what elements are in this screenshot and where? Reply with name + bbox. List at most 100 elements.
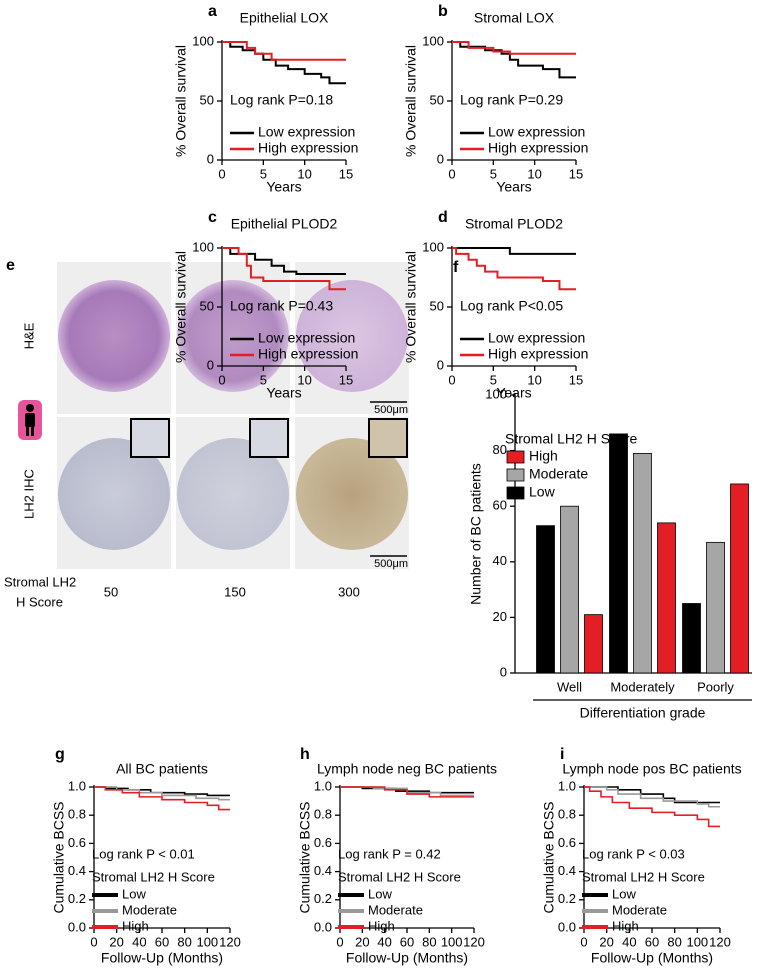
chart-title: Stromal PLOD2 (465, 216, 563, 232)
x-tick-label: 120 (463, 934, 485, 949)
y-tick-label: 0.4 (68, 863, 86, 878)
x-tick-label: 0 (218, 372, 225, 387)
bar (633, 452, 652, 674)
y-tick-label: 1.0 (68, 778, 86, 793)
legend-label: Low (122, 886, 146, 901)
survival-curve (94, 786, 230, 811)
annotation: Log rank P=0.18 (230, 92, 333, 108)
x-tick-label: Moderately (610, 679, 675, 694)
chart-title: Lymph node pos BC patients (562, 761, 741, 777)
y-tick-label: 0.6 (68, 835, 86, 850)
y-tick-label: 40 (493, 553, 507, 568)
x-tick-label: 5 (260, 372, 267, 387)
survival-curve (340, 786, 474, 798)
x-axis-label: Follow-Up (Months) (591, 950, 713, 966)
y-tick-label: 0.6 (558, 835, 576, 850)
survival-curve (584, 786, 720, 804)
x-tick-label: 80 (422, 934, 436, 949)
bar (706, 541, 725, 674)
y-tick-label: 100 (192, 239, 214, 254)
y-axis-label: % Overall survival (173, 45, 189, 157)
x-tick-label: 5 (490, 372, 497, 387)
legend-label: High expression (488, 140, 588, 156)
legend-label: Low (368, 886, 392, 901)
tissue-core (296, 438, 408, 550)
x-tick-label: 20 (109, 934, 123, 949)
row-label: H&E (21, 322, 36, 349)
x-tick-label: 10 (297, 372, 311, 387)
y-tick-label: 50 (200, 92, 214, 107)
survival-curve (452, 41, 576, 79)
inset (249, 418, 289, 458)
score-value: 50 (104, 584, 118, 599)
y-tick-label: 1.0 (558, 778, 576, 793)
y-tick-label: 50 (430, 298, 444, 313)
x-axis-label: Years (266, 179, 301, 195)
annotation: Log rank P<0.05 (460, 298, 563, 314)
panel-e: e 500μm 500μm H&E LH2 IHC Stromal LH2 H … (4, 257, 409, 609)
annotation: Log rank P = 0.42 (338, 846, 441, 861)
person-icon (25, 413, 35, 427)
y-tick-label: 0.6 (314, 835, 332, 850)
x-tick-label: 15 (339, 372, 353, 387)
x-tick-label: 0 (218, 166, 225, 181)
scale-label: 500μm (374, 404, 408, 416)
y-tick-label: 100 (422, 239, 444, 254)
y-axis-label: Cumulative BCSS (297, 801, 313, 913)
legend-label: High expression (258, 140, 358, 156)
survival-curve (584, 786, 720, 828)
y-tick-label: 100 (485, 386, 507, 401)
y-tick-label: 0 (437, 151, 444, 166)
x-tick-label: 100 (441, 934, 463, 949)
x-tick-label: 15 (569, 166, 583, 181)
x-tick-label: 0 (580, 934, 587, 949)
score-value: 300 (338, 584, 360, 599)
y-tick-label: 0.0 (68, 919, 86, 934)
chart-title: Stromal LOX (474, 10, 555, 26)
x-tick-label: 10 (297, 166, 311, 181)
legend-label: High (612, 918, 639, 933)
x-axis-label: Follow-Up (Months) (346, 950, 468, 966)
x-tick-label: 60 (645, 934, 659, 949)
x-tick-label: 0 (448, 372, 455, 387)
legend-label: High expression (488, 346, 588, 362)
legend-label: Low expression (258, 330, 355, 346)
legend-title: Stromal LH2 H Score (505, 431, 637, 447)
y-axis-label: Number of BC patients (468, 463, 484, 605)
legend-label: Moderate (368, 902, 423, 917)
y-tick-label: 0.2 (558, 891, 576, 906)
score-label: Stromal LH2 (4, 574, 76, 589)
annotation: Log rank P < 0.01 (92, 846, 195, 861)
survival-curve (222, 41, 346, 61)
person-icon (26, 426, 29, 436)
bar (609, 433, 628, 674)
x-tick-label: 20 (355, 934, 369, 949)
y-tick-label: 0 (207, 151, 214, 166)
legend-label: Low expression (258, 124, 355, 140)
legend-label: High (529, 448, 558, 464)
y-tick-label: 80 (493, 442, 507, 457)
y-tick-label: 0 (500, 664, 507, 679)
annotation: Log rank P < 0.03 (582, 846, 685, 861)
panel-letter: b (438, 3, 448, 20)
panel-letter: h (300, 746, 310, 763)
x-tick-label: 10 (527, 372, 541, 387)
legend-label: Low expression (488, 330, 585, 346)
score-label: H Score (16, 594, 63, 609)
legend-label: High expression (258, 346, 358, 362)
bar (730, 483, 749, 674)
annotation: Log rank P=0.43 (230, 298, 333, 314)
panel-letter: e (6, 257, 15, 274)
x-tick-label: 0 (90, 934, 97, 949)
survival-curve (452, 247, 576, 291)
chart-title: Lymph node neg BC patients (317, 761, 497, 777)
x-tick-label: Well (557, 679, 582, 694)
tissue-core (58, 280, 170, 392)
y-tick-label: 0 (437, 357, 444, 372)
survival-curve (222, 247, 346, 291)
survival-curve (222, 41, 346, 85)
x-tick-label: 100 (196, 934, 218, 949)
legend-title: Stromal LH2 H Score (338, 869, 461, 884)
y-tick-label: 0.2 (314, 891, 332, 906)
